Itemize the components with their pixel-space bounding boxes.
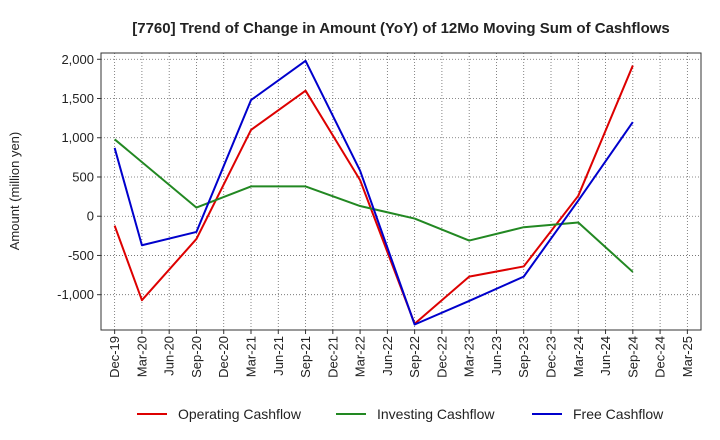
legend: Operating Cashflow Investing Cashflow Free… [137,406,664,422]
y-tick-label: -1,000 [57,287,94,302]
x-tick-label: Dec-20 [216,336,231,378]
y-tick-label: 1,500 [61,91,94,106]
series-line-free-cashflow [113,59,634,326]
y-axis-label: Amount (million yen) [7,132,22,251]
x-tick-label: Dec-19 [107,336,122,378]
legend-label-investing-cashflow: Investing Cashflow [377,406,495,422]
x-tick-label: Sep-20 [189,336,204,378]
x-tick-label: Mar-23 [462,336,477,377]
y-tick-label: 2,000 [61,52,94,67]
x-tick-label: Jun-23 [489,336,504,376]
legend-label-free-cashflow: Free Cashflow [573,406,664,422]
x-tick-label: Dec-21 [325,336,340,378]
x-tick-label: Jun-20 [162,336,177,376]
x-tick-label: Dec-24 [653,336,668,378]
legend-label-operating-cashflow: Operating Cashflow [178,406,302,422]
x-tick-label: Mar-25 [680,336,695,377]
x-tick-label: Mar-22 [353,336,368,377]
y-tick-label: 1,000 [61,130,94,145]
y-axis-ticks: 2,000 1,500 1,000 500 0 -500 -1,000 [57,52,101,302]
series-line-operating-cashflow [113,65,634,325]
series-lines [113,59,634,326]
x-tick-label: Jun-22 [380,336,395,376]
x-tick-label: Jun-24 [598,336,613,376]
y-tick-label: 500 [72,169,94,184]
x-tick-label: Mar-24 [571,336,586,377]
y-tick-label: 0 [87,209,94,224]
grid [101,53,701,330]
x-tick-label: Mar-21 [244,336,259,377]
x-tick-label: Sep-23 [516,336,531,378]
x-tick-label: Sep-24 [625,336,640,378]
x-tick-label: Mar-20 [134,336,149,377]
x-tick-label: Dec-22 [434,336,449,378]
x-tick-label: Jun-21 [271,336,286,376]
plot-area-frame [100,52,702,331]
x-axis-ticks: Dec-19 Mar-20 Jun-20 Sep-20 Dec-20 Mar-21 Jun-… [107,330,695,378]
x-tick-label: Sep-22 [407,336,422,378]
x-tick-label: Sep-21 [298,336,313,378]
y-tick-label: -500 [68,248,94,263]
x-tick-label: Dec-23 [544,336,559,378]
series-line-investing-cashflow [113,138,634,273]
chart-title: [7760] Trend of Change in Amount (YoY) o… [132,20,670,37]
